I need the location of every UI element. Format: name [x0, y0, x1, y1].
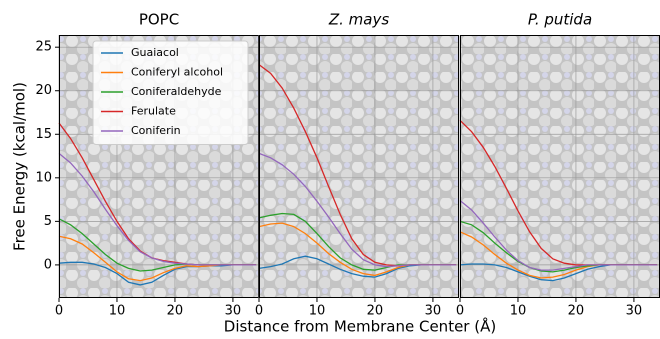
- panel-title: Z. mays: [328, 11, 389, 29]
- panel-background: [259, 35, 459, 298]
- y-tick-label: 20: [35, 83, 52, 98]
- legend-label: Coniferyl alcohol: [131, 66, 223, 79]
- panel-title: P. putida: [528, 11, 592, 29]
- figure: 0 10 20 30 0 5 10 15 20 25 POPC Free Energy (kcal/m…: [0, 0, 660, 339]
- y-tick-label: 15: [35, 127, 52, 142]
- y-axis-label: Free Energy (kcal/mol): [11, 82, 29, 251]
- x-tick-label: 10: [510, 304, 527, 319]
- x-tick-label: 10: [109, 304, 126, 319]
- x-tick-label: 0: [255, 304, 263, 319]
- x-tick-label: 20: [167, 304, 184, 319]
- legend-label: Coniferaldehyde: [131, 85, 222, 98]
- x-tick-label: 30: [225, 304, 242, 319]
- x-tick-label: 30: [626, 304, 643, 319]
- y-tick-label: 0: [44, 257, 52, 272]
- x-tick-label: 30: [425, 304, 442, 319]
- x-tick-label: 20: [568, 304, 585, 319]
- x-axis-label: Distance from Membrane Center (Å): [224, 317, 496, 336]
- y-tick-label: 10: [35, 170, 52, 185]
- y-tick-label: 5: [44, 214, 52, 229]
- panel-title: POPC: [139, 11, 179, 29]
- legend-label: Ferulate: [131, 105, 176, 118]
- panel-background: [460, 35, 660, 298]
- x-tick-label: 10: [309, 304, 326, 319]
- y-tick-label: 25: [35, 40, 52, 55]
- legend-label: Coniferin: [131, 124, 181, 137]
- legend: Guaiacol Coniferyl alcohol Coniferaldehyde…: [93, 41, 248, 145]
- x-tick-label: 0: [456, 304, 464, 319]
- legend-label: Guaiacol: [131, 46, 179, 59]
- x-tick-label: 20: [367, 304, 384, 319]
- x-tick-label: 0: [55, 304, 63, 319]
